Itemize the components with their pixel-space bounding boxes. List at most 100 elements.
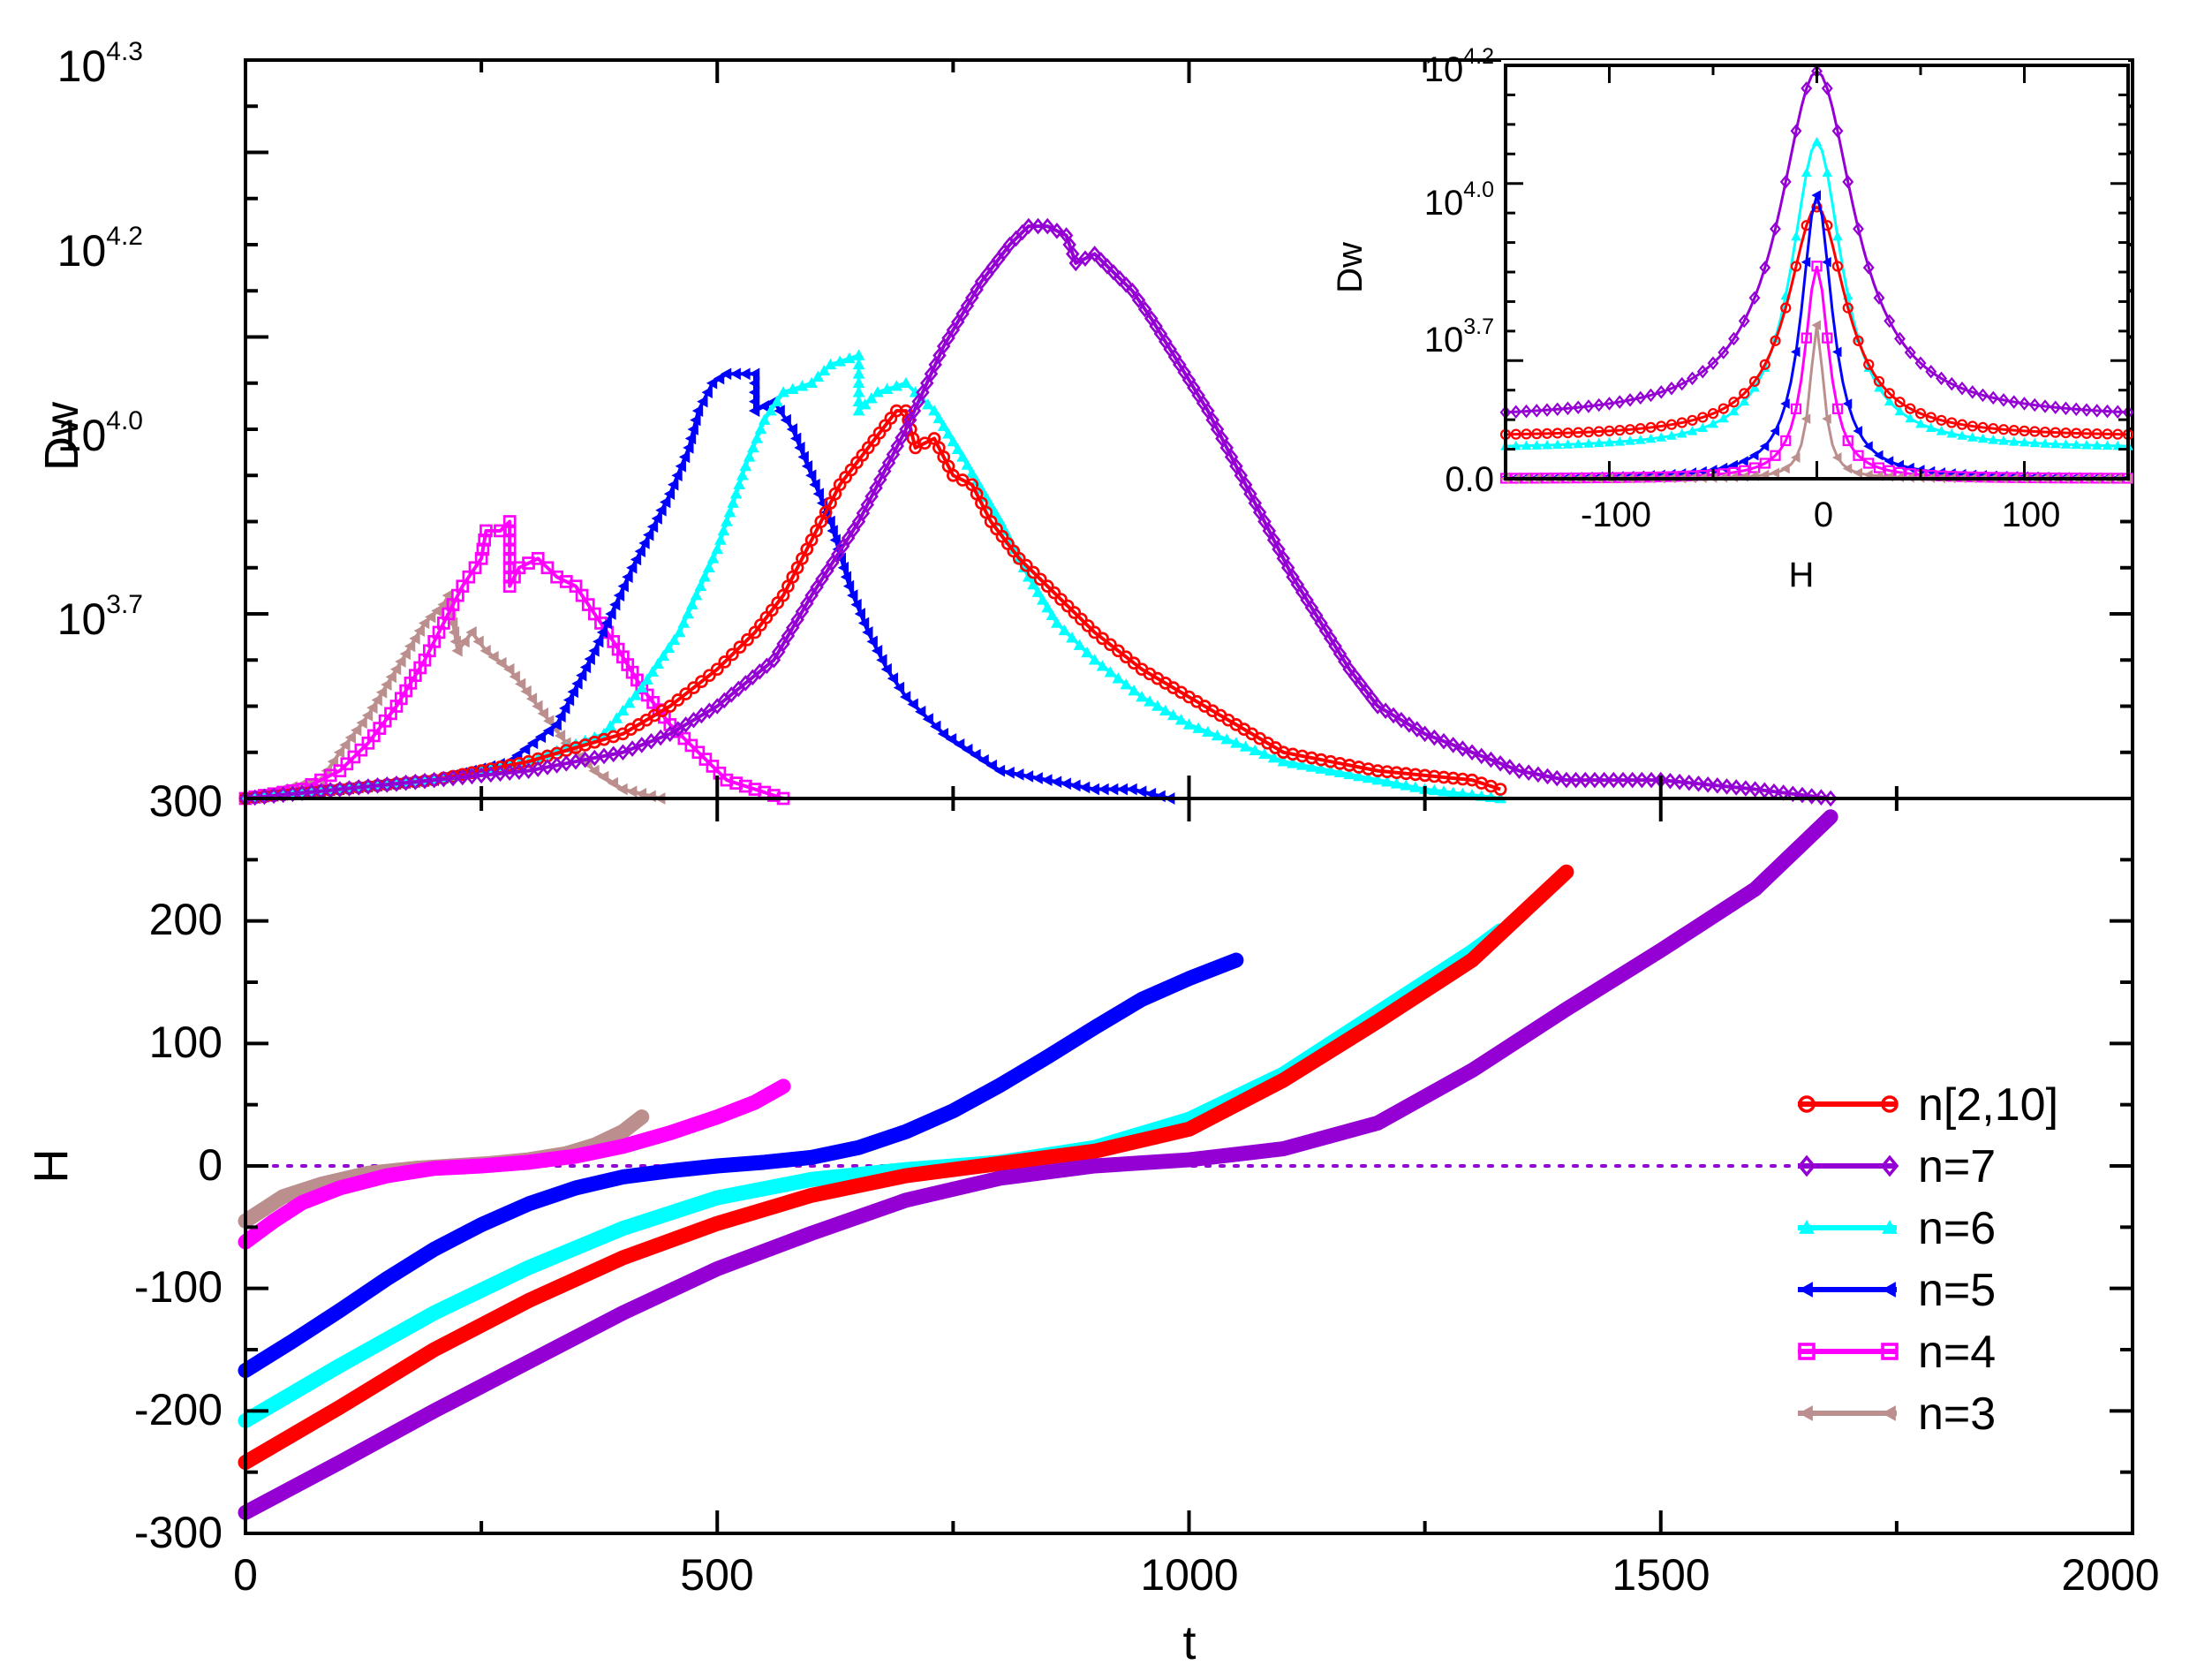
- inset-marker-n-6: [1645, 433, 1657, 443]
- top-marker-n-6: [812, 370, 825, 382]
- top-marker-n-6: [1267, 751, 1280, 763]
- inset-marker-n-6: [1967, 432, 1978, 442]
- top-marker-n-7: [644, 732, 659, 750]
- inset-marker-n-5: [1748, 450, 1759, 461]
- top-marker-n-2-10: [1054, 593, 1068, 606]
- inset-marker-n-2-10: [1634, 423, 1646, 435]
- top-marker-n-5: [626, 561, 638, 574]
- top-marker-n-6: [1174, 714, 1188, 725]
- inset-marker-n-2-10: [1541, 428, 1553, 439]
- inset-marker-n-6: [1739, 396, 1750, 406]
- top-marker-n-5: [774, 405, 785, 417]
- top-marker-n-3: [361, 709, 374, 722]
- inset-marker-n-7: [1624, 393, 1636, 407]
- inset-marker-n-4: [1801, 332, 1812, 344]
- top-marker-n-7: [408, 773, 423, 791]
- inset-marker-n-5: [1780, 398, 1790, 409]
- top-marker-n-7: [427, 771, 442, 789]
- top-marker-n-7: [1280, 559, 1295, 577]
- top-marker-n-6: [1390, 777, 1403, 789]
- top-marker-n-7: [653, 729, 668, 746]
- inset-marker-n-6: [1634, 435, 1646, 444]
- inset-marker-n-4: [1811, 261, 1823, 272]
- bottom-x-axis-label: t: [1182, 1616, 1196, 1669]
- inset-ytick-label-4.2: 104.2: [1424, 44, 1494, 89]
- inset-marker-n-7: [2060, 401, 2072, 416]
- top-marker-n-6: [616, 704, 630, 716]
- inset-marker-n-6: [1697, 422, 1709, 433]
- inset-marker-n-3: [1831, 452, 1842, 463]
- top-marker-n-7: [361, 778, 375, 795]
- top-marker-n-7: [1672, 773, 1687, 791]
- top-marker-n-6: [928, 405, 940, 416]
- inset-marker-n-2-10: [1614, 424, 1626, 436]
- inset-marker-n-6: [1988, 435, 1999, 444]
- top-marker-n-7: [1417, 725, 1432, 743]
- inset-marker-n-5: [1853, 426, 1862, 436]
- top-marker-n-5: [797, 450, 809, 464]
- legend-marker-n-7: [1797, 1154, 1816, 1177]
- top-marker-n-2-10: [671, 693, 685, 707]
- inset-marker-n-7: [1604, 397, 1615, 411]
- inset-marker-n-7: [1967, 385, 1979, 399]
- top-marker-n-6: [786, 382, 799, 395]
- legend-item-n-5: n=5: [1798, 1265, 1996, 1316]
- top-marker-n-2-10: [1081, 619, 1095, 632]
- inset-marker-n-4: [1780, 435, 1792, 447]
- top-marker-n-5: [683, 442, 694, 454]
- inset-marker-n-6: [1884, 396, 1895, 406]
- top-marker-n-6: [1166, 708, 1180, 721]
- inset-marker-n-7: [1748, 291, 1761, 305]
- inset-marker-n-2-10: [1604, 425, 1615, 437]
- top-marker-n-6: [657, 649, 670, 662]
- top-marker-n-6: [723, 506, 736, 518]
- top-marker-n-7: [257, 788, 272, 806]
- top-marker-n-6: [1277, 755, 1290, 767]
- inset-marker-n-2-10: [1624, 424, 1636, 435]
- inset-marker-n-2-10: [1531, 428, 1543, 440]
- inset-marker-n-6: [2050, 438, 2061, 449]
- top-marker-n-4: [706, 760, 720, 773]
- inset-marker-n-2-10: [1676, 417, 1687, 428]
- top-marker-n-2-10: [1019, 558, 1033, 572]
- top-marker-n-6: [1333, 766, 1347, 778]
- top-marker-n-2-10: [1088, 625, 1102, 639]
- inset-marker-n-6: [1925, 422, 1936, 433]
- inset-marker-n-4: [1748, 462, 1761, 473]
- top-marker-n-4: [502, 515, 517, 528]
- top-marker-n-6: [751, 432, 763, 443]
- top-marker-n-7: [1022, 217, 1036, 235]
- legend-label-n-7: n=7: [1918, 1141, 1996, 1192]
- top-marker-n-7: [1823, 790, 1838, 807]
- top-marker-n-7: [1394, 711, 1408, 729]
- inset-marker-n-3: [1853, 467, 1862, 479]
- legend-marker-n-3: [1798, 1405, 1813, 1421]
- top-marker-n-7: [1125, 282, 1140, 299]
- top-marker-n-5: [588, 644, 600, 657]
- top-marker-n-7: [436, 770, 451, 788]
- top-marker-n-6: [1144, 695, 1156, 707]
- inset-marker-n-7: [1707, 356, 1719, 370]
- inset-marker-n-4: [1873, 462, 1885, 473]
- top-marker-n-6: [635, 681, 648, 692]
- top-marker-n-4: [333, 764, 347, 778]
- top-marker-n-2-10: [1033, 572, 1047, 586]
- top-marker-n-6: [610, 712, 623, 723]
- inset-marker-n-7: [2019, 397, 2030, 411]
- top-marker-n-7: [1465, 744, 1479, 761]
- inset-marker-n-5: [1770, 426, 1779, 436]
- top-marker-n-7: [1243, 485, 1257, 503]
- top-marker-n-6: [1220, 733, 1234, 745]
- top-marker-n-6: [668, 633, 681, 646]
- top-marker-n-5: [748, 376, 760, 390]
- inset-marker-n-2-10: [2008, 424, 2019, 436]
- inset-marker-n-2-10: [2060, 427, 2072, 439]
- top-marker-n-7: [1634, 771, 1650, 789]
- inset-marker-n-2-10: [1863, 359, 1875, 370]
- top-marker-n-5: [559, 701, 570, 715]
- top-marker-n-4: [684, 738, 698, 753]
- inset-x-axis-label: H: [1789, 556, 1815, 594]
- top-marker-n-6: [721, 515, 733, 526]
- xtick-label-1000: 1000: [1140, 1550, 1238, 1600]
- top-marker-n-3: [399, 647, 411, 661]
